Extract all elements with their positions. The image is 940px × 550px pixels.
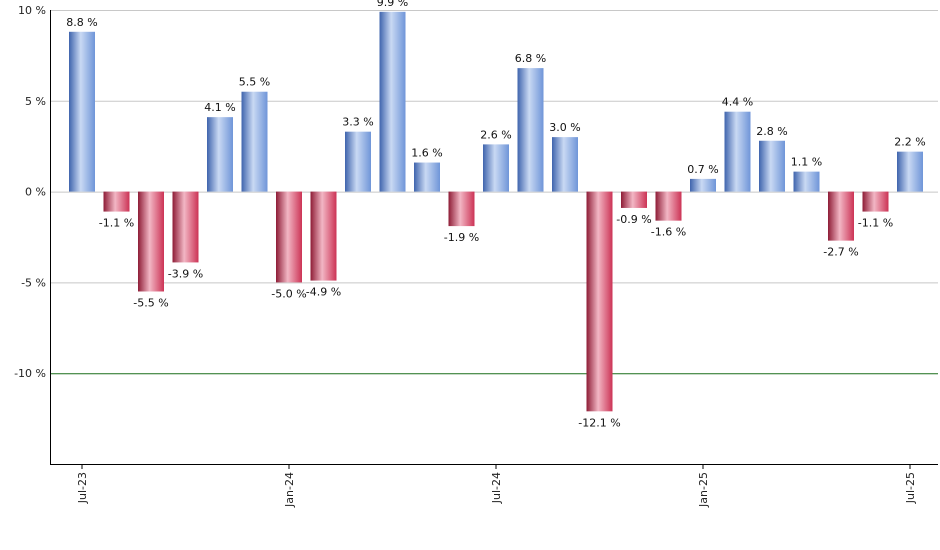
- axes: 10 % 5 % 0 % -5 % -10 % Jul-23 Jan-24 Jul-24 Jan…: [14, 4, 938, 508]
- y-tick-label: 0 %: [25, 186, 46, 199]
- bar-value-label: 4.4 %: [722, 96, 753, 109]
- bar-value-label: -1.6 %: [651, 226, 686, 239]
- bar: [172, 191, 199, 263]
- bar: [379, 11, 406, 192]
- bar-value-label: 1.1 %: [791, 156, 822, 169]
- bar: [69, 31, 95, 192]
- bar: [138, 191, 164, 292]
- bar: [103, 191, 130, 212]
- bar-value-label: 2.6 %: [480, 128, 511, 141]
- bar-value-label: -1.9 %: [444, 231, 479, 244]
- x-tick-label: Jul-23: [76, 472, 89, 504]
- bar: [276, 191, 302, 283]
- bar: [828, 191, 854, 241]
- bar: [690, 178, 716, 192]
- bar: [655, 191, 682, 221]
- bar: [897, 151, 923, 192]
- bar-value-label: -12.1 %: [578, 416, 620, 429]
- bar-value-label: -4.9 %: [306, 286, 341, 299]
- bar-value-label: -5.0 %: [271, 287, 306, 300]
- bar: [862, 191, 889, 212]
- y-tick-label: 5 %: [25, 95, 46, 108]
- bar-value-label: 0.7 %: [687, 163, 718, 176]
- x-tick-label: Jul-25: [904, 472, 917, 504]
- y-tick-label: -5 %: [21, 276, 46, 289]
- bar: [517, 68, 544, 192]
- bar-value-label: 1.6 %: [411, 147, 442, 160]
- bar: [621, 191, 647, 208]
- bar-value-label: 2.8 %: [756, 125, 787, 138]
- bar: [241, 91, 268, 192]
- bar-value-label: 2.2 %: [894, 136, 925, 149]
- bar-value-label: -1.1 %: [858, 217, 893, 230]
- bar: [414, 162, 440, 192]
- bar-value-label: -5.5 %: [133, 296, 168, 309]
- bar: [724, 111, 751, 192]
- bar-value-label: 4.1 %: [204, 101, 235, 114]
- x-tick-label: Jan-24: [283, 472, 296, 508]
- bar-value-label: -2.7 %: [823, 246, 858, 259]
- bar: [310, 191, 337, 281]
- bar: [759, 140, 785, 192]
- bar: [448, 191, 475, 227]
- y-tick-label: -10 %: [14, 367, 46, 380]
- bar: [552, 137, 578, 192]
- bar-value-label: 3.3 %: [342, 116, 373, 129]
- bar-value-label: 6.8 %: [515, 52, 546, 65]
- x-tick-label: Jan-25: [697, 472, 710, 508]
- bar: [483, 144, 509, 192]
- bars: [69, 11, 923, 412]
- bar: [793, 171, 820, 192]
- bar-value-label: -3.9 %: [168, 267, 203, 280]
- bar: [207, 117, 233, 192]
- bar-value-label: -1.1 %: [99, 217, 134, 230]
- bar-value-labels: 8.8 %-1.1 %-5.5 %-3.9 %4.1 %5.5 %-5.0 % -…: [66, 0, 925, 429]
- x-tick-label: Jul-24: [490, 472, 503, 504]
- bar: [345, 131, 371, 192]
- bar: [586, 191, 613, 412]
- bar-value-label: -0.9 %: [616, 213, 651, 226]
- bar-value-label: 8.8 %: [66, 16, 97, 29]
- bar-value-label: 9.9 %: [377, 0, 408, 9]
- bar-value-label: 5.5 %: [239, 76, 270, 89]
- y-tick-label: 10 %: [18, 4, 46, 17]
- bar-value-label: 3.0 %: [549, 121, 580, 134]
